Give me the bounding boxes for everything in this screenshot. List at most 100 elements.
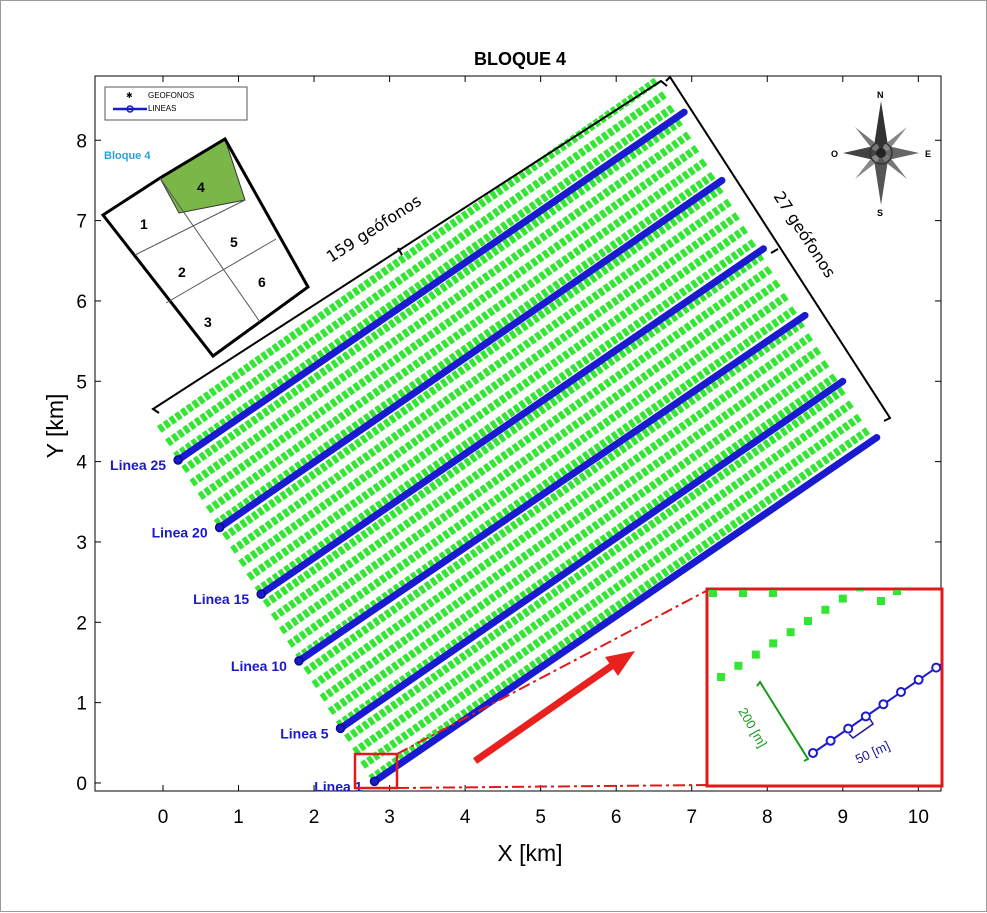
x-tick-label: 3 [384, 807, 395, 828]
block-map: Bloque 4 1 2 3 4 5 6 [100, 136, 310, 359]
inset-survey-point [878, 699, 889, 710]
y-tick-label: 3 [76, 533, 87, 554]
survey-line [174, 108, 688, 464]
inset-geofono-point [804, 617, 812, 625]
x-tick-label: 10 [908, 807, 929, 828]
zoom-indicator [353, 589, 709, 790]
y-tick-label: 2 [76, 613, 87, 634]
geofono-line [319, 345, 823, 702]
geofono-line [221, 184, 726, 541]
geofono-line [360, 412, 864, 769]
inset-geofono-point [838, 594, 847, 603]
geofono-line [262, 251, 766, 608]
geofono-line [230, 197, 734, 554]
legend-label-geofonos: GEOFONOS [148, 91, 194, 100]
inset-geofono-point [821, 605, 830, 614]
inset-content [709, 590, 941, 758]
inset-geofono-point [739, 590, 747, 597]
x-tick-label: 0 [158, 807, 169, 828]
x-axis-label: X [km] [497, 840, 562, 866]
y-tick-label: 8 [76, 131, 87, 152]
x-tick-label: 1 [233, 807, 244, 828]
legend: ✱ GEOFONOS LINEAS [104, 86, 248, 121]
x-tick-label: 5 [535, 807, 546, 828]
survey-line-start-point [369, 776, 380, 787]
x-tick-label: 9 [838, 807, 849, 828]
block-map-bg [103, 169, 308, 356]
inset-geofono-point [769, 639, 778, 648]
line-label: Linea 25 [110, 457, 166, 473]
geofono-line [327, 359, 831, 716]
block-map-title: Bloque 4 [104, 150, 151, 162]
block-cell-6: 6 [258, 274, 266, 290]
inset-geofono-point [734, 661, 743, 670]
geofono-line [311, 332, 815, 689]
chart-title: BLOQUE 4 [474, 49, 566, 69]
geofono-line [181, 117, 685, 474]
geofono-line [287, 291, 791, 648]
y-axis-label: Y [km] [42, 394, 68, 459]
geofono-line [368, 426, 872, 783]
survey-line-start-point [173, 455, 183, 465]
geofono-line [295, 305, 799, 662]
geofono-line [156, 76, 661, 433]
block-cell-2: 2 [178, 264, 186, 280]
geofono-line [278, 278, 783, 635]
block-cell-1: 1 [140, 216, 148, 232]
geofono-line [165, 90, 669, 447]
inset-survey-point [843, 723, 854, 734]
inset-survey-point [931, 662, 941, 673]
compass-w: O [831, 149, 838, 159]
inset-survey-point [913, 674, 924, 685]
geofono-line [352, 399, 856, 756]
x-tick-label: 7 [686, 807, 697, 828]
y-tick-label: 1 [76, 694, 87, 715]
brace-right-tick [770, 248, 779, 254]
survey-line-start-point [294, 656, 304, 666]
x-tick-label: 8 [762, 807, 773, 828]
legend-star-icon: ✱ [126, 91, 133, 100]
block-map-divider-1 [134, 199, 246, 256]
inset-green-bracket [756, 680, 810, 762]
block-map-divider-3 [159, 177, 261, 323]
y-tick-label: 7 [76, 212, 87, 233]
compass-e: E [925, 149, 931, 159]
y-tick-label: 0 [76, 774, 87, 795]
survey-line [257, 245, 767, 598]
geofono-line [303, 318, 807, 675]
inset-geofono-point [717, 673, 725, 681]
x-tick-label: 6 [611, 807, 622, 828]
inset-geofono-point [856, 590, 865, 592]
inset-geofono-point [769, 590, 777, 597]
y-tick-label: 5 [76, 372, 87, 393]
geofono-line [254, 238, 758, 595]
geofono-line [197, 143, 701, 500]
direction-arrow [473, 651, 635, 764]
geofono-line [189, 130, 693, 487]
compass-rose-icon: N S E O [831, 90, 931, 218]
survey-line-start-point [335, 723, 346, 734]
legend-circle-icon [126, 105, 134, 113]
inset-geofono-point [709, 590, 717, 597]
line-label: Linea 20 [152, 524, 208, 540]
geofono-line [205, 157, 709, 514]
x-tick-label: 2 [309, 807, 320, 828]
line-label: Linea 15 [193, 591, 249, 607]
block-map-divider-2 [165, 238, 277, 304]
legend-label-lineas: LINEAS [148, 104, 176, 113]
inset-survey-point [825, 735, 836, 746]
block-cell-4: 4 [197, 179, 205, 195]
block-cell-5: 5 [230, 234, 238, 250]
block-cell-3: 3 [204, 314, 212, 330]
brace-top-tick [397, 247, 403, 256]
zoom-connector-top [396, 589, 709, 755]
line-label: Linea 1 [314, 778, 362, 794]
block-map-outline [100, 136, 310, 359]
geofono-line [335, 372, 839, 729]
geofono-line [246, 224, 750, 581]
survey-line [370, 434, 881, 785]
inset-geofono-point [751, 650, 760, 659]
legend-box [104, 86, 248, 121]
